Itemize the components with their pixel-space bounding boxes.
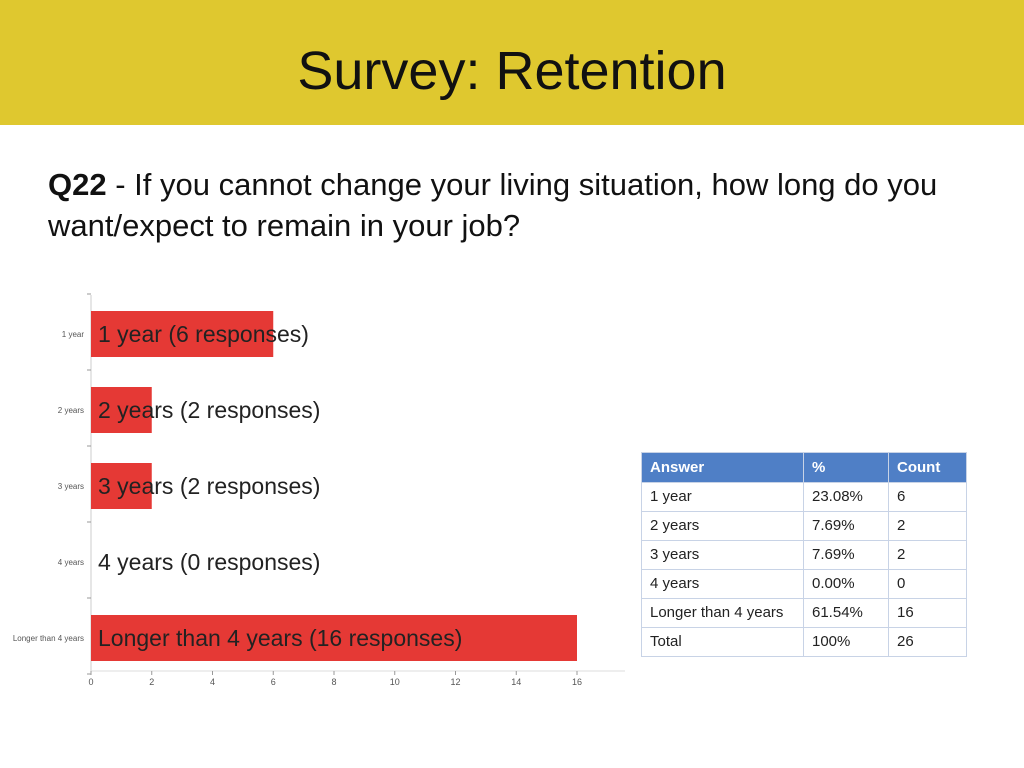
cell-percent: 100% [803, 627, 889, 657]
x-tick-label: 6 [271, 677, 276, 687]
header-answer: Answer [641, 452, 804, 483]
bar [91, 311, 274, 357]
x-tick-label: 2 [149, 677, 154, 687]
bar [91, 463, 152, 509]
cell-count: 26 [888, 627, 967, 657]
x-tick-label: 12 [450, 677, 460, 687]
table-header-row: Answer % Count [641, 452, 967, 483]
header-percent: % [803, 452, 889, 483]
bar [91, 615, 577, 661]
cell-count: 16 [888, 598, 967, 628]
x-tick-label: 8 [331, 677, 336, 687]
table-row: 2 years 7.69% 2 [641, 511, 967, 541]
x-tick-label: 14 [511, 677, 521, 687]
slide-title: Survey: Retention [297, 41, 727, 101]
cell-percent: 23.08% [803, 482, 889, 512]
cell-count: 2 [888, 540, 967, 570]
cell-answer: 4 years [641, 569, 804, 599]
table-row: 3 years 7.69% 2 [641, 540, 967, 570]
bar-data-label: 3 years (2 responses) [98, 473, 320, 499]
table-row: 4 years 0.00% 0 [641, 569, 967, 599]
cell-percent: 0.00% [803, 569, 889, 599]
y-tick-label: Longer than 4 years [13, 634, 84, 643]
question-text-block: Q22 - If you cannot change your living s… [48, 164, 948, 246]
cell-count: 6 [888, 482, 967, 512]
table-row: 1 year 23.08% 6 [641, 482, 967, 512]
x-tick-label: 10 [390, 677, 400, 687]
cell-percent: 7.69% [803, 511, 889, 541]
question-body: - If you cannot change your living situa… [48, 167, 938, 243]
table-row: Longer than 4 years 61.54% 16 [641, 598, 967, 628]
bar-data-label: Longer than 4 years (16 responses) [98, 625, 462, 651]
x-tick-label: 0 [88, 677, 93, 687]
cell-answer: Total [641, 627, 804, 657]
y-tick-label: 3 years [58, 482, 84, 491]
y-tick-label: 1 year [62, 330, 85, 339]
bar [91, 387, 152, 433]
results-table: Answer % Count 1 year 23.08% 6 2 years 7… [641, 452, 967, 657]
table-row: Total 100% 26 [641, 627, 967, 657]
cell-answer: 3 years [641, 540, 804, 570]
bar-data-label: 2 years (2 responses) [98, 397, 320, 423]
x-tick-label: 16 [572, 677, 582, 687]
bar-data-label: 4 years (0 responses) [98, 549, 320, 575]
y-tick-label: 4 years [58, 558, 84, 567]
cell-answer: 1 year [641, 482, 804, 512]
cell-percent: 7.69% [803, 540, 889, 570]
cell-answer: Longer than 4 years [641, 598, 804, 628]
cell-percent: 61.54% [803, 598, 889, 628]
cell-count: 2 [888, 511, 967, 541]
bar-chart: 1 year 1 year (6 responses) 2 years 2 years… [13, 293, 625, 687]
x-tick-label: 4 [210, 677, 215, 687]
header-count: Count [888, 452, 967, 483]
cell-answer: 2 years [641, 511, 804, 541]
cell-count: 0 [888, 569, 967, 599]
y-tick-label: 2 years [58, 406, 84, 415]
bar-data-label: 1 year (6 responses) [98, 321, 309, 347]
question-number: Q22 [48, 167, 107, 202]
title-bar: Survey: Retention [0, 0, 1024, 125]
